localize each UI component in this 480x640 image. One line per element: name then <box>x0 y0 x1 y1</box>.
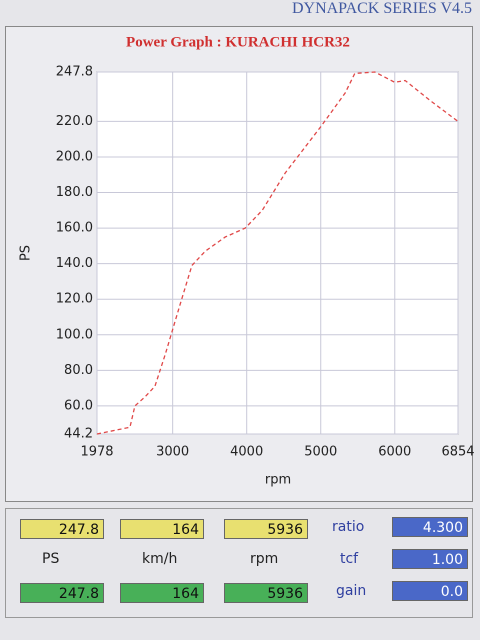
readout: 247.8 <box>20 519 104 539</box>
param-label: gain <box>336 583 367 599</box>
x-tick-label: 1978 <box>80 445 113 460</box>
readout: 5936 <box>224 583 308 603</box>
readout: 164 <box>120 583 204 603</box>
param-value[interactable]: 0.0 <box>392 581 468 601</box>
param-label: tcf <box>340 551 359 567</box>
x-tick-label: 3000 <box>156 445 189 460</box>
y-tick-label: 160.0 <box>56 221 93 236</box>
param-value[interactable]: 1.00 <box>392 549 468 569</box>
x-tick-label: 4000 <box>230 445 263 460</box>
readout-label: km/h <box>142 551 178 567</box>
readout-label: rpm <box>250 551 279 567</box>
plot-area <box>96 71 459 435</box>
readout: 164 <box>120 519 204 539</box>
param-label: ratio <box>332 519 365 535</box>
y-tick-label: 44.2 <box>64 427 93 442</box>
y-tick-label: 80.0 <box>64 363 93 378</box>
y-tick-label: 180.0 <box>56 185 93 200</box>
param-value[interactable]: 4.300 <box>392 517 468 537</box>
y-tick-label: 220.0 <box>56 114 93 129</box>
chart-title: Power Graph : KURACHI HCR32 <box>126 34 350 50</box>
y-tick-label: 200.0 <box>56 149 93 164</box>
y-axis-label: PS <box>19 245 34 261</box>
y-tick-label: 247.8 <box>56 65 93 80</box>
x-axis-label: rpm <box>265 473 291 488</box>
y-tick-label: 60.0 <box>64 398 93 413</box>
app-title: DYNAPACK SERIES V4.5 <box>291 0 472 17</box>
readout: 247.8 <box>20 583 104 603</box>
y-tick-label: 100.0 <box>56 327 93 342</box>
readout-label: PS <box>42 551 60 567</box>
x-tick-label: 6000 <box>378 445 411 460</box>
x-tick-label: 5000 <box>304 445 337 460</box>
readout-panel: 247.8 164 5936 PS km/h rpm 247.8 164 593… <box>5 508 473 618</box>
y-tick-label: 140.0 <box>56 256 93 271</box>
y-tick-label: 120.0 <box>56 292 93 307</box>
x-tick-label: 6854 <box>441 445 474 460</box>
readout: 5936 <box>224 519 308 539</box>
power-line <box>96 71 459 435</box>
